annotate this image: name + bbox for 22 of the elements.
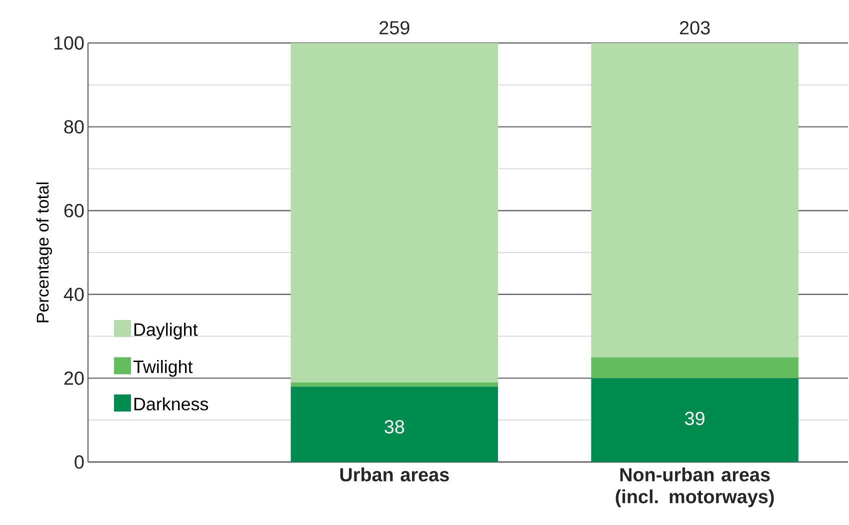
annotation: 38 (384, 420, 404, 434)
x-tick-label: Urban areas (340, 468, 449, 482)
y-tick-label: 40 (64, 288, 84, 302)
y-tick-label: 60 (64, 204, 84, 218)
annotation: 259 (380, 21, 410, 34)
y-tick-label: 80 (64, 120, 84, 134)
y-axis-title: Percentage of total (36, 182, 52, 322)
bar (290, 42, 498, 382)
y-tick-label: 100 (54, 36, 84, 50)
bar (591, 42, 798, 358)
y-tick-label: 20 (64, 371, 84, 385)
legend-label: Daylight (134, 322, 198, 340)
legend-label: Darkness (134, 397, 208, 410)
bar (290, 386, 498, 462)
legend-label: Twilight (133, 360, 193, 377)
bar (290, 382, 498, 387)
annotation: 203 (680, 21, 710, 34)
bar (591, 378, 798, 462)
bar (591, 357, 798, 378)
y-tick-label: 0 (74, 455, 84, 469)
annotation: 39 (685, 412, 704, 426)
x-tick-label: Non-urban areas (incl. motorways) (616, 468, 774, 508)
